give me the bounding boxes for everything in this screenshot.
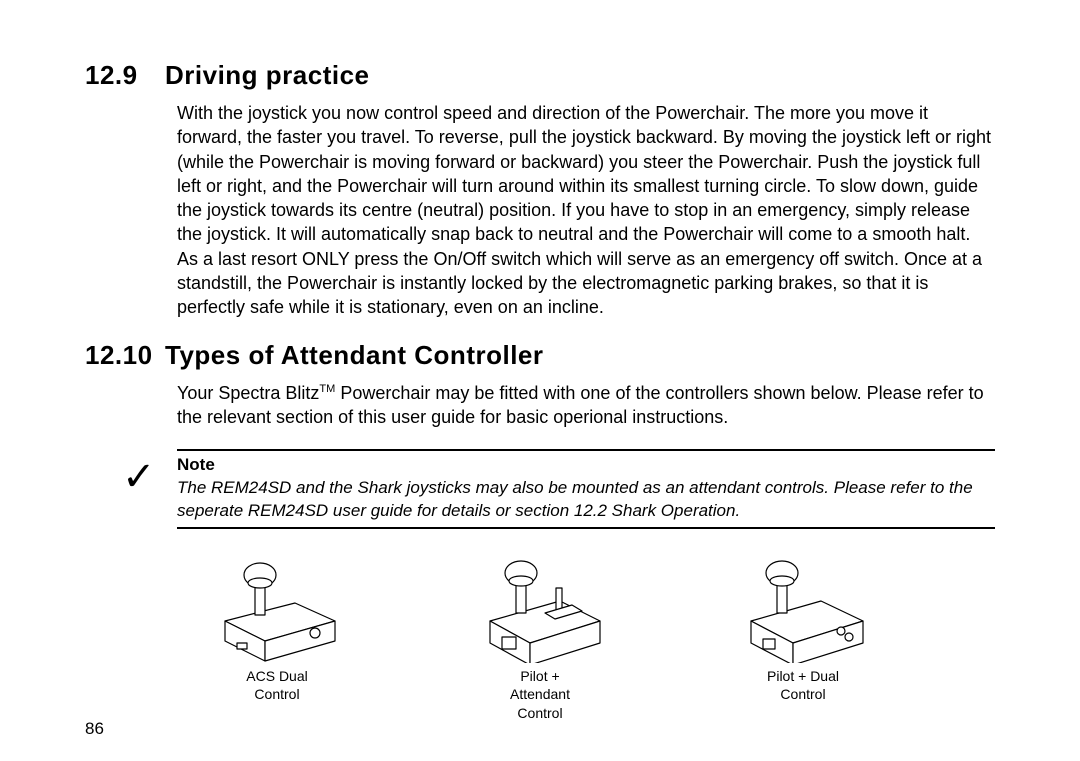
heading-title: Driving practice [165,60,370,90]
controller-diagram-icon [197,543,357,663]
controller-diagram-icon [460,543,620,663]
controller-caption: ACS DualControl [177,667,377,703]
controller-caption: Pilot + DualControl [703,667,903,703]
note-block: ✓ Note The REM24SD and the Shark joystic… [177,449,995,529]
section-12-9-body: With the joystick you now control speed … [177,101,995,320]
intro-pre: Your Spectra Blitz [177,383,319,403]
manual-page: 12.9Driving practice With the joystick y… [0,0,1080,761]
note-rule-bottom [177,527,995,529]
controller-pilot-dual: Pilot + DualControl [703,543,903,722]
heading-number: 12.10 [85,340,165,371]
heading-title: Types of Attendant Controller [165,340,544,370]
heading-12-9: 12.9Driving practice [85,60,995,91]
controller-acs-dual: ACS DualControl [177,543,377,722]
controller-caption: Pilot +AttendantControl [440,667,640,722]
trademark: TM [319,383,335,395]
controller-pilot-attendant: Pilot +AttendantControl [440,543,640,722]
note-body: The REM24SD and the Shark joysticks may … [177,477,995,523]
note-label: Note [177,455,995,475]
heading-number: 12.9 [85,60,165,91]
heading-12-10: 12.10Types of Attendant Controller [85,340,995,371]
controller-row: ACS DualControl [177,543,903,722]
section-12-10-intro: Your Spectra BlitzTM Powerchair may be f… [177,381,995,430]
page-number: 86 [85,719,104,739]
controller-diagram-icon [723,543,883,663]
check-icon: ✓ [122,457,156,497]
note-rule-top [177,449,995,451]
